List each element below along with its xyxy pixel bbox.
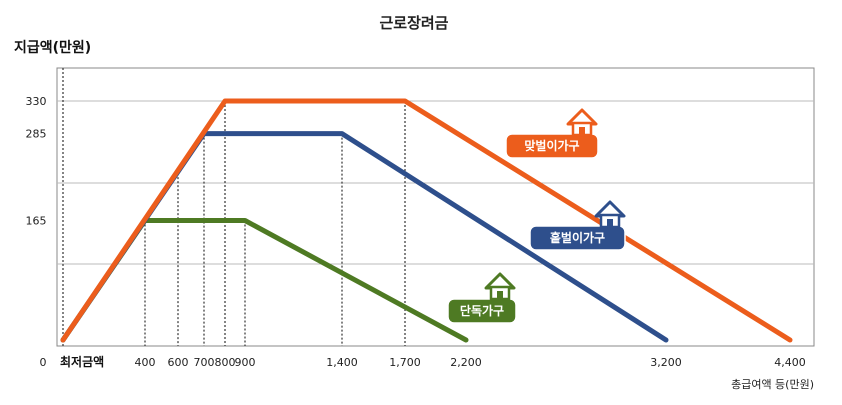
x-tick-700: 700 (194, 356, 215, 369)
series (60, 98, 793, 343)
x-tick-900: 900 (235, 356, 256, 369)
min-wage-label: 최저금액 (60, 354, 104, 369)
legend-box-0 (447, 298, 517, 324)
x-tick-3200: 3,200 (650, 356, 682, 369)
legend-box-1 (529, 225, 626, 251)
x-tick-4400: 4,400 (774, 356, 806, 369)
x-tick-600: 600 (168, 356, 189, 369)
x-tick-2200: 2,200 (450, 356, 482, 369)
legend-label-1: 홑벌이가구 (550, 230, 605, 245)
legend-box-2 (505, 133, 599, 159)
x-ticks: 0 400 600 700 800 900 1,400 1,700 2,200 3,200 4,40… (40, 356, 806, 369)
x-tick-400: 400 (135, 356, 156, 369)
x-axis-label: 총급여액 등(만원) (731, 378, 814, 391)
guides (62, 68, 406, 346)
house-icon-door-2 (579, 127, 585, 135)
house-icon-door-1 (607, 219, 613, 227)
y-axis-label: 지급액(만원) (14, 39, 91, 56)
legend-label-2: 맞벌이가구 (524, 138, 579, 153)
house-icon-door-0 (497, 291, 503, 299)
x-tick-800: 800 (215, 356, 236, 369)
legend: 단독가구 홑벌이가구 맞벌이가구 (447, 108, 626, 324)
y-tick-165: 165 (26, 215, 47, 228)
x-tick-0: 0 (40, 356, 47, 369)
chart-title: 근로장려금 (379, 14, 448, 32)
y-ticks: 165 285 330 (26, 95, 47, 228)
y-tick-330: 330 (26, 95, 47, 108)
y-tick-285: 285 (26, 128, 47, 141)
series-line-2 (60, 98, 793, 343)
plot-frame (56, 67, 815, 347)
legend-label-0: 단독가구 (460, 303, 504, 318)
grid (57, 100, 814, 265)
x-tick-1400: 1,400 (326, 356, 358, 369)
x-tick-1700: 1,700 (389, 356, 421, 369)
